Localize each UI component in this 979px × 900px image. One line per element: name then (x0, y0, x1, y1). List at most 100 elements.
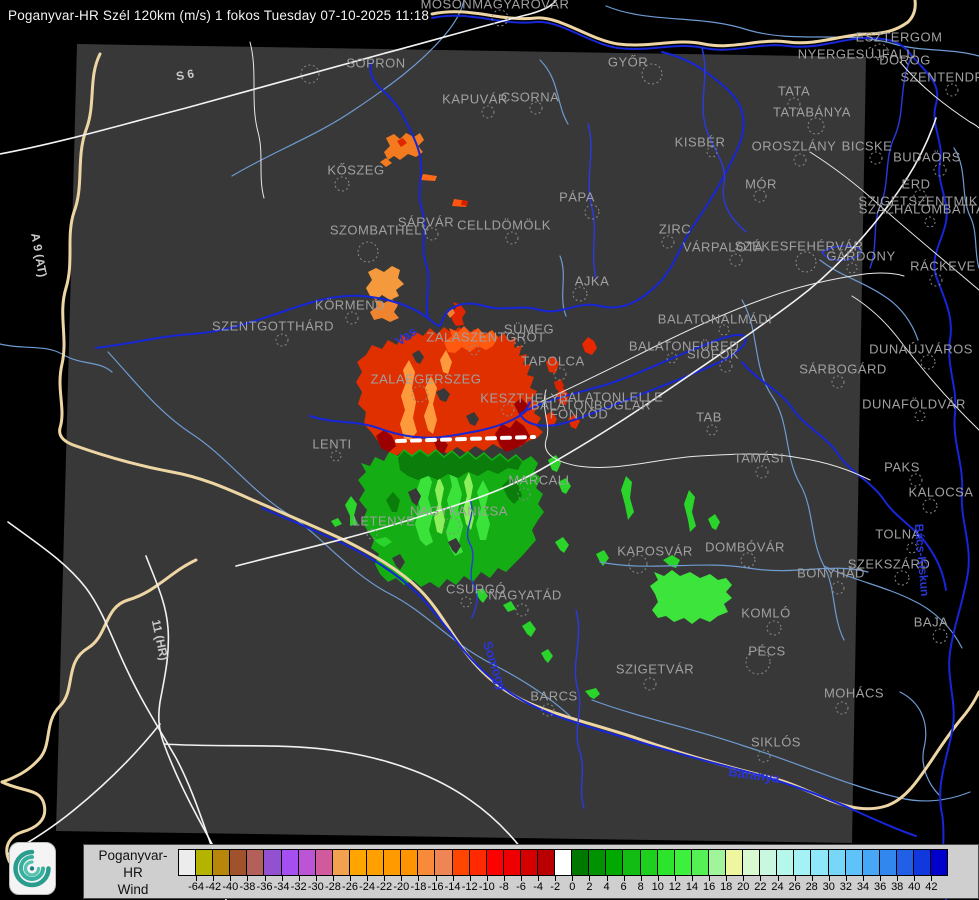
legend-tick-value: -2 (550, 881, 561, 893)
legend-tick-value: 28 (805, 881, 818, 893)
legend-tick-mark (367, 876, 369, 881)
legend-tick-mark (914, 876, 916, 881)
legend-swatch (348, 849, 368, 876)
map-title: Poganyvar-HR Szél 120km (m/s) 1 fokos Tu… (8, 8, 430, 23)
radar-echo (558, 478, 571, 494)
legend-tick-mark (435, 876, 437, 881)
spiral-icon (13, 849, 51, 888)
map-line-bluethin (574, 609, 585, 809)
town-outline (920, 354, 936, 370)
town-outline (795, 251, 817, 273)
town-outline (793, 153, 807, 167)
radar-echo (408, 488, 421, 506)
legend-swatch (913, 849, 932, 876)
legend-tick-value: -14 (444, 881, 461, 893)
town-outline (460, 596, 472, 608)
town-outline (330, 450, 342, 462)
radar-echo (466, 412, 479, 426)
map-line-whitethin (249, 41, 265, 199)
radar-echo (554, 379, 564, 392)
town-outline (846, 262, 858, 274)
radar-echo (446, 307, 455, 318)
legend-swatch (810, 849, 829, 876)
legend-tick-mark (760, 876, 762, 881)
legend-tick-mark (452, 876, 454, 881)
map-line-lblue (599, 561, 869, 573)
legend-tick-mark (743, 876, 745, 881)
town-outline (572, 286, 588, 302)
legend-swatch (793, 849, 812, 876)
town-outline (514, 336, 526, 348)
legend-swatch (229, 849, 248, 876)
legend-tick-mark (726, 876, 728, 881)
map-line-lblue (605, 5, 979, 57)
legend-tick-value: 16 (702, 881, 716, 893)
legend-tick-mark (230, 876, 232, 881)
legend-tick-value: -34 (273, 881, 290, 893)
town-outline (706, 146, 718, 158)
map-line-lblue (231, 0, 465, 177)
town-outline (924, 216, 936, 228)
town-outline (831, 375, 845, 389)
legend-tick-value: 34 (856, 881, 870, 893)
legend-tick-value: -40 (222, 881, 239, 893)
radar-echo (370, 299, 399, 322)
legend-tick-mark (640, 876, 642, 881)
town-outline (914, 410, 926, 422)
map-line-blue (369, 61, 430, 319)
radar-echo (541, 649, 553, 663)
radar-echo (345, 496, 358, 526)
legend-tick-mark (418, 876, 420, 881)
town-outline (831, 581, 845, 595)
map-line-white (235, 117, 937, 567)
radar-echo (421, 174, 437, 181)
legend-tick-mark (401, 876, 403, 881)
legend-tick-mark (811, 876, 813, 881)
legend-tick-value: -16 (427, 881, 444, 893)
legend-swatch (895, 849, 915, 876)
map-line-lblue (899, 691, 941, 797)
legend-tick-value: -6 (516, 881, 526, 893)
legend-info: Poganyvar-HR Wind m/s (90, 847, 176, 900)
map-line-blue (519, 334, 747, 427)
map-line-lblue (741, 299, 845, 641)
legend-swatch (861, 849, 880, 876)
legend-tick-mark (264, 876, 266, 881)
town-outline (425, 227, 439, 241)
legend-swatch (246, 849, 265, 876)
town-outline (706, 424, 718, 436)
legend-swatch (331, 849, 350, 876)
town-outline (719, 359, 733, 373)
radar-echo (434, 438, 448, 453)
legend-tick-value: 0 (569, 881, 576, 893)
legend-swatch (280, 849, 299, 876)
map-line-zero (395, 435, 536, 443)
legend-tick-mark (213, 876, 215, 881)
legend-swatch (776, 849, 795, 876)
radar-logo-icon (9, 842, 56, 895)
legend-tick-value: -10 (478, 881, 495, 893)
map-line-whitethin (809, 151, 979, 291)
legend-swatch (588, 849, 607, 876)
town-outline (541, 703, 555, 717)
radar-echo (585, 688, 600, 699)
map-line-tan (0, 558, 198, 784)
legend-swatch (554, 849, 573, 876)
town-outline (766, 620, 782, 636)
legend-tick-value: 2 (586, 881, 593, 893)
radar-echo (400, 360, 417, 440)
map-line-whitethin (539, 272, 905, 403)
legend-swatch (519, 849, 538, 876)
town-outline (643, 677, 657, 691)
legend-swatch (622, 849, 641, 876)
radar-echo (461, 200, 468, 206)
map-line-white (7, 521, 227, 900)
legend-swatch (468, 849, 487, 876)
legend-tick-mark (863, 876, 864, 881)
legend-tick-mark (828, 876, 830, 881)
radar-echo (503, 601, 516, 612)
legend-swatch (536, 849, 556, 876)
town-outline (275, 333, 289, 347)
legend-panel: Poganyvar-HR Wind m/s -64-42-40-38-36-34… (83, 844, 979, 900)
legend-swatch (707, 849, 726, 876)
